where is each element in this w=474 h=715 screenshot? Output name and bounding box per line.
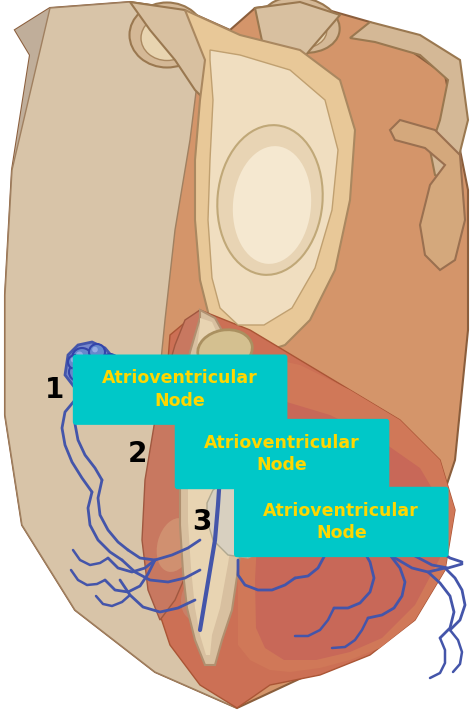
Text: 3: 3 [192,508,211,536]
Circle shape [76,352,83,358]
Polygon shape [142,310,225,620]
Circle shape [89,344,105,360]
Text: 1: 1 [45,375,64,404]
Circle shape [96,361,100,365]
Text: Atrioventricular
Node: Atrioventricular Node [264,501,419,543]
FancyBboxPatch shape [234,487,448,557]
Text: Atrioventricular
Node: Atrioventricular Node [102,369,258,410]
Circle shape [105,358,111,363]
Circle shape [82,372,98,388]
Polygon shape [207,480,278,558]
Circle shape [98,367,112,381]
Ellipse shape [269,8,327,49]
Ellipse shape [141,16,193,61]
Polygon shape [238,355,455,672]
Ellipse shape [260,0,340,53]
Circle shape [101,370,106,375]
Polygon shape [5,2,200,635]
Polygon shape [255,400,445,660]
Polygon shape [390,120,465,270]
Circle shape [72,348,92,368]
Polygon shape [5,2,468,708]
Circle shape [212,430,232,450]
Polygon shape [188,318,238,655]
FancyBboxPatch shape [175,419,389,489]
Ellipse shape [217,125,323,275]
Circle shape [68,355,82,369]
Circle shape [101,354,119,372]
Ellipse shape [181,580,209,620]
Circle shape [71,358,76,363]
Circle shape [94,359,106,371]
Text: 2: 2 [128,440,147,468]
Ellipse shape [232,370,254,386]
Circle shape [69,363,87,381]
Polygon shape [155,310,455,708]
Polygon shape [130,2,340,110]
Polygon shape [180,310,248,665]
Circle shape [92,347,98,352]
Polygon shape [207,424,238,456]
Ellipse shape [129,2,204,67]
Polygon shape [185,10,355,355]
Circle shape [216,433,223,440]
Ellipse shape [157,518,193,572]
Text: Atrioventricular
Node: Atrioventricular Node [204,433,360,475]
Polygon shape [238,455,278,505]
Circle shape [85,375,91,380]
Polygon shape [208,50,338,325]
FancyBboxPatch shape [73,355,287,425]
Ellipse shape [233,146,311,264]
Polygon shape [65,342,118,392]
Polygon shape [350,22,468,180]
Polygon shape [5,2,237,708]
Circle shape [73,366,79,373]
Ellipse shape [198,330,252,370]
